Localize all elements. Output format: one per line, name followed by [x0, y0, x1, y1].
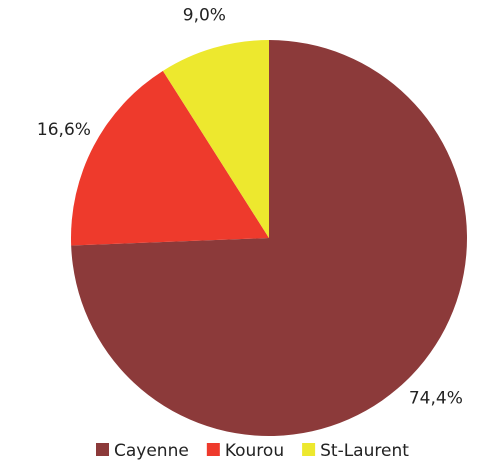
- data-label: 9,0%: [183, 6, 226, 26]
- legend-swatch: [302, 443, 316, 456]
- legend-swatch: [96, 443, 109, 456]
- legend-label: St-Laurent: [320, 441, 409, 461]
- pie-slice: [71, 70, 269, 246]
- legend-swatch: [206, 443, 220, 456]
- data-label: 74,4%: [409, 389, 463, 409]
- legend-label: Kourou: [225, 441, 284, 461]
- data-label: 16,6%: [37, 120, 91, 140]
- legend-label: Cayenne: [114, 441, 189, 461]
- pie-slice: [162, 40, 269, 238]
- pie-slice: [71, 40, 467, 437]
